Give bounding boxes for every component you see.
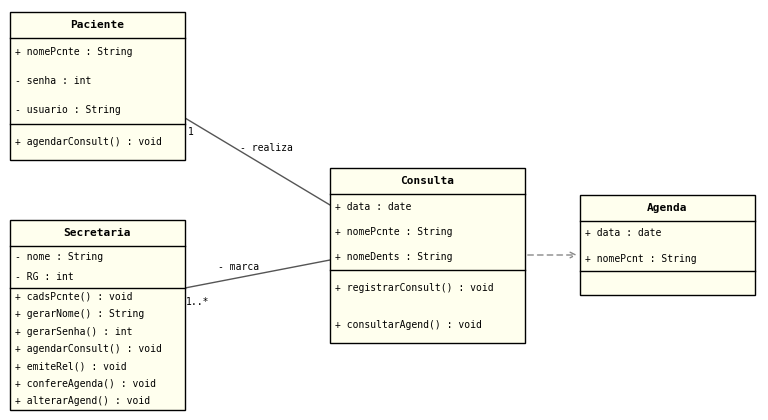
Text: + gerarSenha() : int: + gerarSenha() : int [15,327,133,336]
Text: + agendarConsult() : void: + agendarConsult() : void [15,137,162,147]
Text: + registrarConsult() : void: + registrarConsult() : void [335,283,494,293]
Text: Paciente: Paciente [71,20,124,30]
Text: + nomePcnte : String: + nomePcnte : String [335,227,452,237]
Text: + consultarAgend() : void: + consultarAgend() : void [335,320,482,330]
Text: + data : date: + data : date [585,228,661,239]
Text: 1..*: 1..* [186,297,210,307]
Text: Consulta: Consulta [400,176,455,186]
Text: 1: 1 [188,127,194,137]
Text: Agenda: Agenda [647,203,688,213]
Text: - nome : String: - nome : String [15,252,103,262]
Text: + cadsPcnte() : void: + cadsPcnte() : void [15,292,133,302]
Text: - RG : int: - RG : int [15,273,74,283]
Text: + nomePcnte : String: + nomePcnte : String [15,47,133,58]
Text: + confereAgenda() : void: + confereAgenda() : void [15,379,156,389]
Bar [330,168,525,343]
Text: + gerarNome() : String: + gerarNome() : String [15,309,144,319]
Text: + agendarConsult() : void: + agendarConsult() : void [15,344,162,354]
Text: + nomePcnt : String: + nomePcnt : String [585,254,697,263]
Text: + alterarAgend() : void: + alterarAgend() : void [15,396,150,406]
Bar [580,195,755,295]
Text: + nomeDents : String: + nomeDents : String [335,252,452,262]
Text: Secretaria: Secretaria [64,228,131,238]
Bar [10,12,185,160]
Bar [10,220,185,410]
Text: + data : date: + data : date [335,202,412,212]
Text: - realiza: - realiza [240,143,293,153]
Text: + emiteRel() : void: + emiteRel() : void [15,362,127,371]
Text: - usuario : String: - usuario : String [15,105,121,115]
Text: - marca: - marca [218,262,259,272]
Text: - senha : int: - senha : int [15,76,91,86]
